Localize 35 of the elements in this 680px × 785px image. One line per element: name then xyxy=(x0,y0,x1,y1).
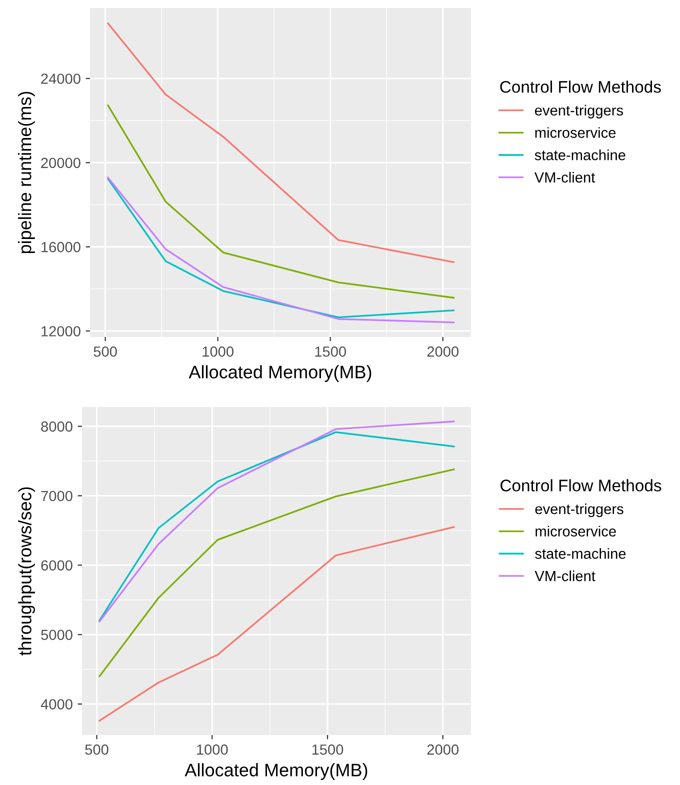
x-axis-title: Allocated Memory(MB) xyxy=(188,365,372,382)
x-tick-label: 1500 xyxy=(315,346,346,357)
y-tick-label: 12000 xyxy=(42,326,80,336)
line-series xyxy=(107,22,455,264)
legend-label: VM-client xyxy=(534,172,596,183)
x-tick-label: 1000 xyxy=(197,744,228,755)
x-tick-label: 2000 xyxy=(427,744,459,755)
x-axis-title: Allocated Memory(MB) xyxy=(184,763,368,780)
x-tick-label: 500 xyxy=(85,744,108,755)
y-axis-title: throughput(rows/sec) xyxy=(18,487,35,656)
x-tick-label: 1500 xyxy=(312,744,344,755)
y-tick-label: 16000 xyxy=(42,242,80,252)
legend-label: microservice xyxy=(535,127,616,138)
y-tick-label: 4000 xyxy=(40,699,72,710)
line-series xyxy=(98,526,455,722)
legend-label: state-machine xyxy=(534,150,626,160)
y-tick-label: 24000 xyxy=(41,74,80,84)
y-tick-label: 5000 xyxy=(41,630,72,640)
legend-label: event-triggers xyxy=(534,104,623,118)
y-tick-label: 20000 xyxy=(41,158,80,168)
legend-label: event-triggers xyxy=(535,503,624,518)
legend-label: microservice xyxy=(536,526,616,537)
line-series xyxy=(98,468,455,678)
y-tick-label: 6000 xyxy=(41,560,72,571)
y-tick-label: 8000 xyxy=(41,421,72,432)
y-axis-title: pipeline runtime(ms) xyxy=(18,92,35,254)
legend-title: Control Flow Methods xyxy=(500,479,662,492)
line-series xyxy=(107,104,455,299)
legend-title: Control Flow Methods xyxy=(500,80,661,93)
x-tick-label: 1000 xyxy=(202,346,234,357)
x-tick-label: 2000 xyxy=(427,346,459,357)
legend-label: state-machine xyxy=(535,548,626,559)
y-tick-label: 7000 xyxy=(41,490,72,502)
legend-label: VM-client xyxy=(534,570,596,582)
x-tick-label: 500 xyxy=(94,346,117,357)
